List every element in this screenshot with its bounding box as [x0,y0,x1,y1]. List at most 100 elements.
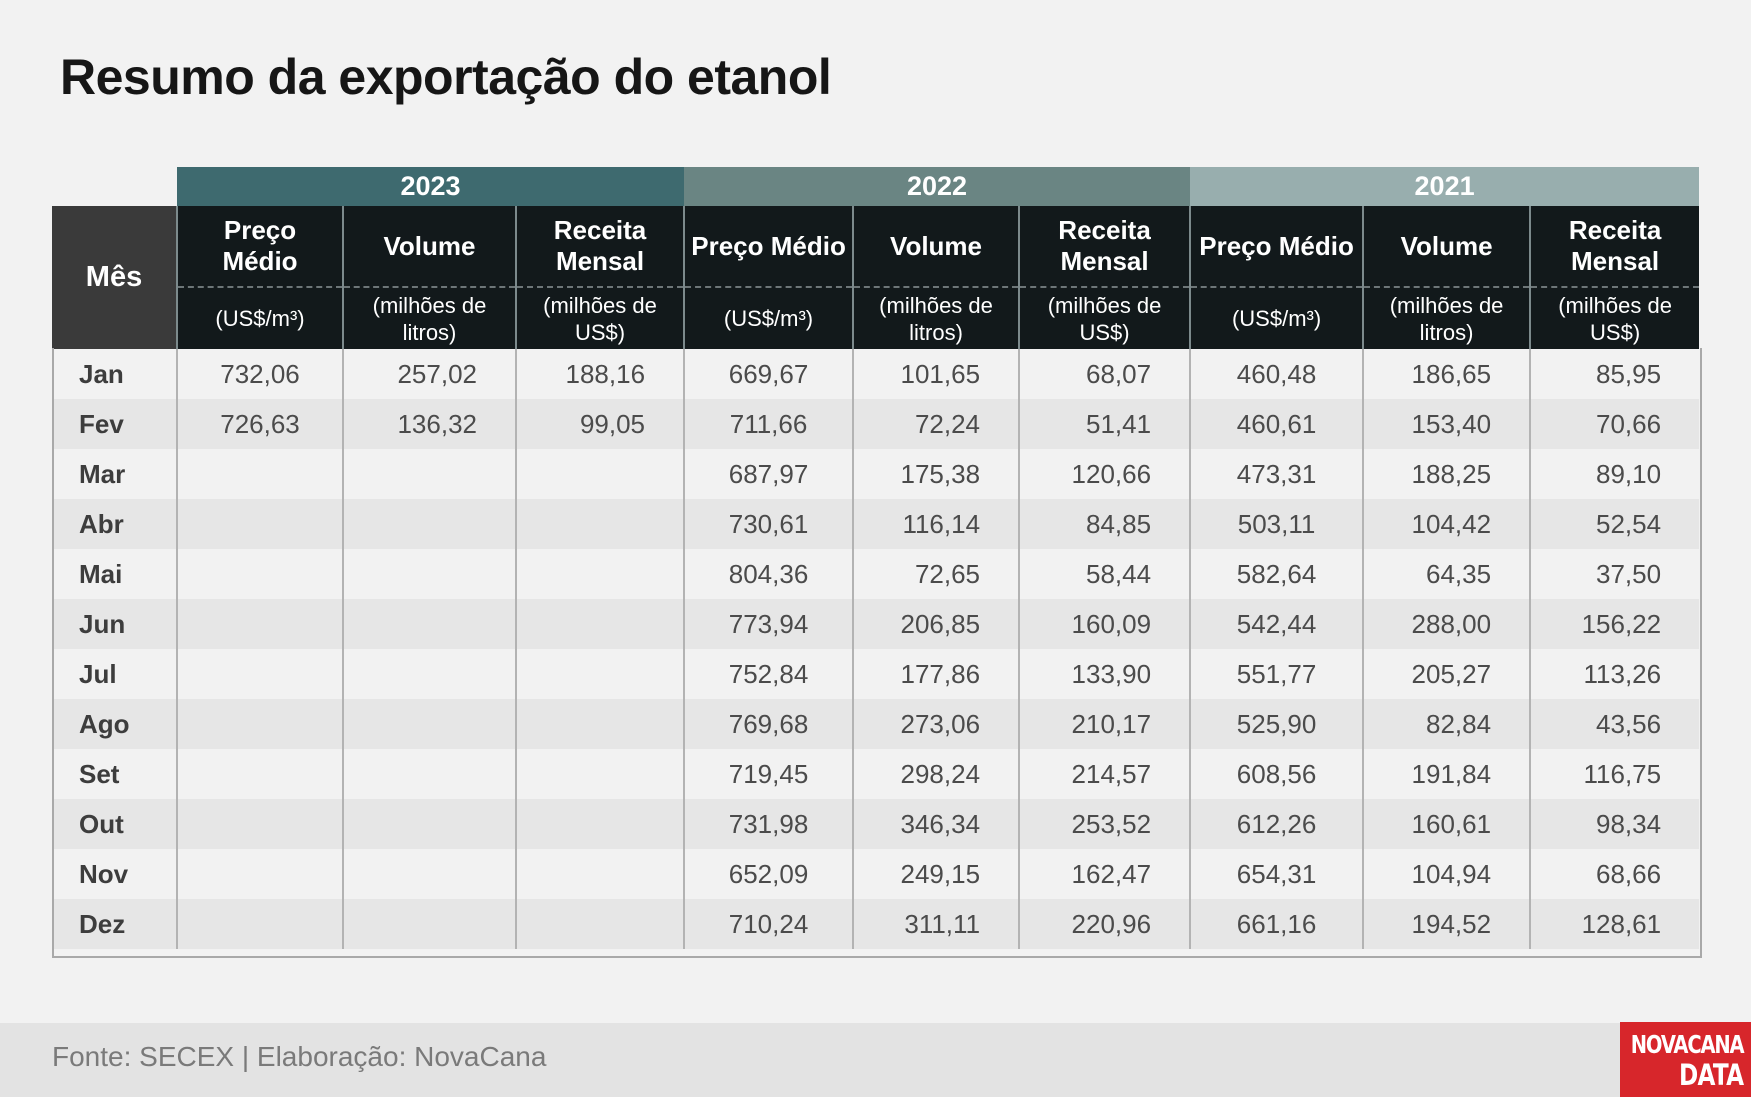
value-cell-volume-2021: 205,27 [1362,649,1531,699]
value-cell-preco-medio-2023 [176,599,343,649]
value-cell-preco-medio-2022: 710,24 [683,899,854,949]
column-header-receita-mensal-2023: Receita Mensal (milhões de US$) [514,206,685,349]
value-cell-volume-2023 [342,649,516,699]
table-row: Mai 804,36 72,65 58,44 582,64 64,35 37,50 [52,549,1700,599]
value-cell-preco-medio-2022: 711,66 [683,399,854,449]
value-cell-preco-medio-2021: 582,64 [1189,549,1364,599]
column-header-unit: (milhões de litros) [879,292,993,345]
export-summary-table-wrap: 2023 2022 2021 Mês Preço Médio (US$/m³) Vo… [52,167,1700,949]
column-header-cell: Volume (milhões de litros) [1364,206,1530,349]
value-cell-receita-mensal-2022: 84,85 [1018,499,1191,549]
value-cell-receita-mensal-2021: 43,56 [1529,699,1700,749]
value-cell-preco-medio-2022: 731,98 [683,799,854,849]
value-cell-volume-2022: 175,38 [852,449,1020,499]
value-cell-volume-2021: 194,52 [1362,899,1531,949]
table-row: Jul 752,84 177,86 133,90 551,77 205,27 113,26 [52,649,1700,699]
column-header-volume-2021: Volume (milhões de litros) [1362,206,1531,349]
month-column-header: Mês [52,206,177,349]
column-header-cell: Preço Médio (US$/m³) [1191,206,1363,349]
column-header-name: Preço Médio [1191,206,1363,288]
value-cell-preco-medio-2023: 726,63 [176,399,343,449]
value-cell-preco-medio-2022: 773,94 [683,599,854,649]
column-header-name: Preço Médio [178,206,342,288]
month-cell: Set [52,749,177,799]
column-header-unit: (milhões de US$) [1047,292,1162,345]
column-header-cell: Receita Mensal (milhões de US$) [1531,206,1700,349]
value-cell-preco-medio-2021: 551,77 [1189,649,1364,699]
column-header-cell: Preço Médio (US$/m³) [685,206,853,349]
value-cell-preco-medio-2021: 654,31 [1189,849,1364,899]
value-cell-volume-2023 [342,449,516,499]
value-cell-receita-mensal-2023 [514,549,685,599]
value-cell-preco-medio-2022: 804,36 [683,549,854,599]
value-cell-volume-2023 [342,699,516,749]
value-cell-preco-medio-2022: 752,84 [683,649,854,699]
value-cell-volume-2022: 346,34 [852,799,1020,849]
value-cell-volume-2022: 72,65 [852,549,1020,599]
year-header-row: 2023 2022 2021 [52,167,1700,206]
table-body: Jan 732,06 257,02 188,16 669,67 101,65 68,07 46… [52,349,1700,949]
table-row: Set 719,45 298,24 214,57 608,56 191,84 116,75 [52,749,1700,799]
value-cell-preco-medio-2022: 669,67 [683,349,854,399]
value-cell-preco-medio-2021: 608,56 [1189,749,1364,799]
value-cell-preco-medio-2023 [176,449,343,499]
value-cell-preco-medio-2023 [176,799,343,849]
value-cell-receita-mensal-2021: 156,22 [1529,599,1700,649]
year-header-2021: 2021 [1190,167,1700,206]
value-cell-volume-2021: 104,42 [1362,499,1531,549]
value-cell-preco-medio-2021: 473,31 [1189,449,1364,499]
month-cell: Jul [52,649,177,699]
value-cell-receita-mensal-2022: 253,52 [1018,799,1191,849]
month-cell: Out [52,799,177,849]
value-cell-preco-medio-2023 [176,849,343,899]
value-cell-preco-medio-2021: 460,61 [1189,399,1364,449]
value-cell-preco-medio-2022: 652,09 [683,849,854,899]
value-cell-volume-2023: 136,32 [342,399,516,449]
column-header-unit: (milhões de US$) [1558,292,1672,345]
year-header-2023: 2023 [177,167,685,206]
month-cell: Nov [52,849,177,899]
value-cell-receita-mensal-2023 [514,499,685,549]
value-cell-volume-2022: 273,06 [852,699,1020,749]
value-cell-receita-mensal-2021: 52,54 [1529,499,1700,549]
value-cell-volume-2023 [342,799,516,849]
value-cell-receita-mensal-2022: 120,66 [1018,449,1191,499]
column-header-name: Receita Mensal [517,206,684,288]
value-cell-receita-mensal-2023 [514,649,685,699]
column-header-cell: Preço Médio (US$/m³) [178,206,342,349]
value-cell-volume-2021: 160,61 [1362,799,1531,849]
value-cell-preco-medio-2023 [176,549,343,599]
value-cell-receita-mensal-2023 [514,799,685,849]
value-cell-volume-2021: 104,94 [1362,849,1531,899]
value-cell-receita-mensal-2021: 98,34 [1529,799,1700,849]
month-cell: Ago [52,699,177,749]
value-cell-preco-medio-2022: 730,61 [683,499,854,549]
column-header-preco-medio-2023: Preço Médio (US$/m³) [176,206,343,349]
value-cell-volume-2022: 177,86 [852,649,1020,699]
value-cell-preco-medio-2023 [176,649,343,699]
value-cell-volume-2023 [342,499,516,549]
value-cell-volume-2022: 311,11 [852,899,1020,949]
column-header-unit: (US$/m³) [1231,306,1322,331]
value-cell-preco-medio-2023 [176,499,343,549]
footer: Fonte: SECEX | Elaboração: NovaCana [0,1023,1751,1097]
value-cell-receita-mensal-2022: 58,44 [1018,549,1191,599]
value-cell-receita-mensal-2021: 70,66 [1529,399,1700,449]
column-header-preco-medio-2021: Preço Médio (US$/m³) [1189,206,1364,349]
month-cell: Mai [52,549,177,599]
column-header-name: Volume [1364,206,1530,288]
source-note: Fonte: SECEX | Elaboração: NovaCana [52,1041,547,1072]
table-row: Nov 652,09 249,15 162,47 654,31 104,94 68,66 [52,849,1700,899]
value-cell-preco-medio-2022: 719,45 [683,749,854,799]
value-cell-preco-medio-2022: 687,97 [683,449,854,499]
value-cell-preco-medio-2023 [176,749,343,799]
value-cell-receita-mensal-2021: 89,10 [1529,449,1700,499]
month-cell: Jun [52,599,177,649]
month-cell: Mar [52,449,177,499]
value-cell-receita-mensal-2022: 162,47 [1018,849,1191,899]
value-cell-preco-medio-2021: 460,48 [1189,349,1364,399]
value-cell-receita-mensal-2023 [514,749,685,799]
value-cell-preco-medio-2023: 732,06 [176,349,343,399]
value-cell-preco-medio-2023 [176,699,343,749]
value-cell-volume-2021: 288,00 [1362,599,1531,649]
